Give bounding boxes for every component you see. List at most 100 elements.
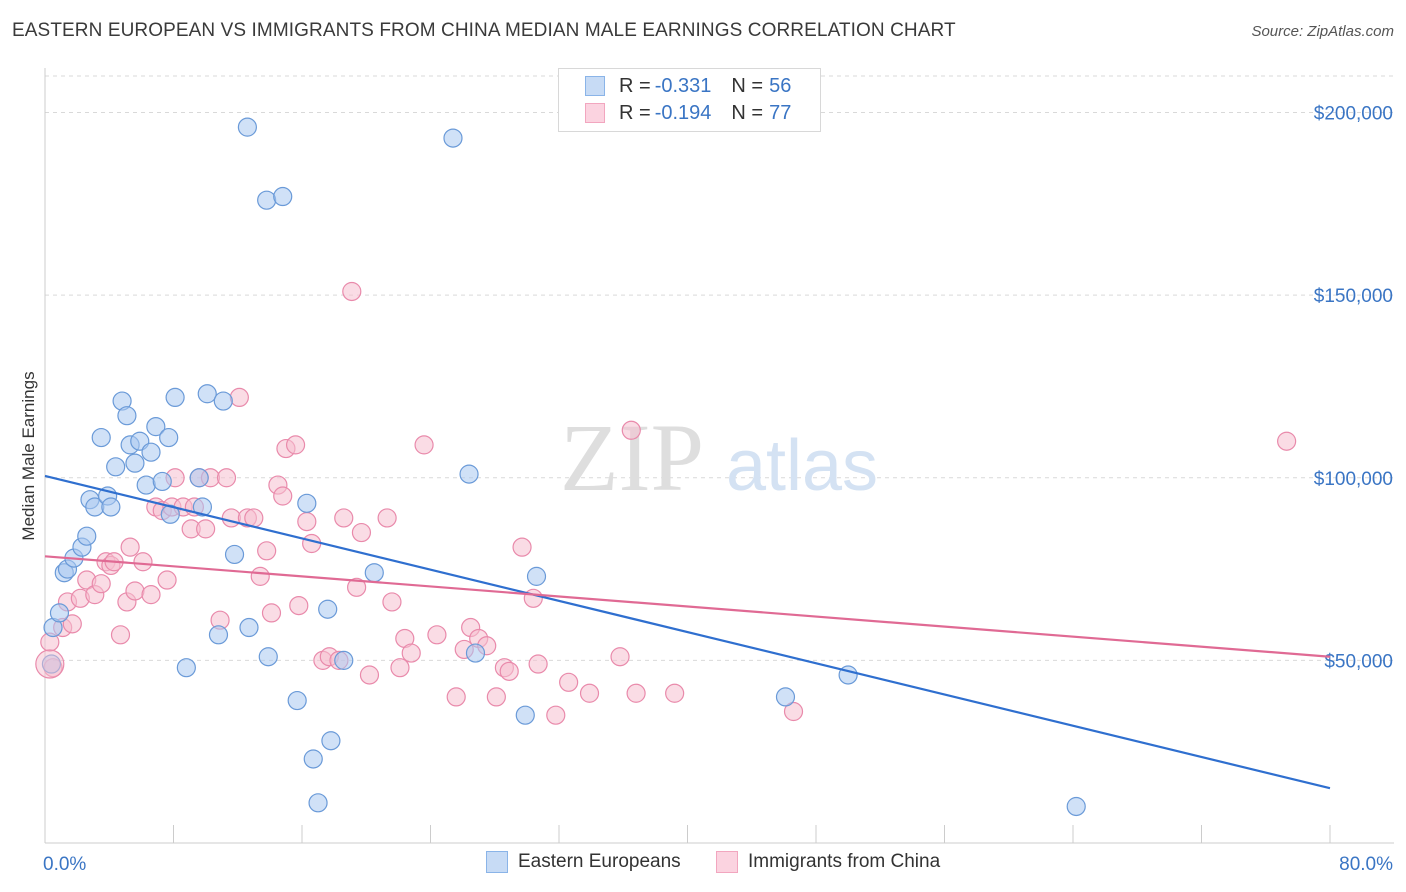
eastern-europeans-point	[1066, 796, 1086, 817]
immigrants-china-point	[512, 537, 532, 557]
immigrants-china-point	[528, 654, 548, 674]
legend-label: Immigrants from China	[748, 851, 941, 872]
x-tick-labels: 0.0% 80.0%	[43, 854, 1393, 875]
immigrants-china-point	[250, 566, 270, 586]
eastern-europeans-point	[515, 705, 535, 725]
immigrants-china-point	[446, 687, 466, 707]
legend-swatch-blue	[486, 851, 508, 873]
eastern-europeans-point	[258, 647, 278, 667]
immigrants-china-point	[427, 625, 447, 645]
eastern-europeans-point	[152, 471, 172, 492]
immigrants-china-point	[486, 687, 506, 707]
eastern-europeans-point	[237, 117, 257, 137]
immigrants-china-point	[665, 683, 685, 703]
legend-swatch-pink	[585, 103, 605, 123]
immigrants-china-point	[297, 511, 317, 532]
eastern-europeans-point	[49, 603, 70, 623]
source-label: Source: ZipAtlas.com	[1251, 23, 1394, 40]
eastern-europeans-point	[106, 457, 126, 477]
n-label: N =	[731, 74, 764, 97]
immigrants-china-point	[120, 537, 140, 557]
immigrants-china-point	[157, 570, 177, 590]
eastern-europeans-point	[465, 643, 486, 663]
y-tick-label: $200,000	[1314, 104, 1393, 125]
eastern-europeans-point	[775, 687, 796, 707]
immigrants-china-point	[390, 658, 410, 678]
eastern-europeans-point	[176, 658, 196, 678]
correlation-legend: R = -0.331 N = 56 R = -0.194 N = 77	[558, 68, 821, 132]
legend-row-eastern-europeans: R = -0.331 N = 56	[585, 73, 791, 99]
series-legend: Eastern Europeans Immigrants from China	[0, 851, 1406, 879]
eastern-europeans-point	[443, 128, 463, 148]
immigrants-china-point	[216, 468, 237, 488]
eastern-europeans-point	[101, 497, 121, 517]
immigrants-china-point	[546, 705, 566, 725]
legend-item-eastern-europeans: Eastern Europeans	[486, 851, 681, 873]
r-value: -0.331	[654, 74, 712, 97]
immigrants-china-point	[35, 649, 65, 679]
trend-lines	[44, 474, 1331, 790]
eastern-europeans-point	[146, 417, 166, 437]
watermark-zip: ZIP	[560, 404, 704, 511]
immigrants-china-point	[257, 541, 277, 561]
immigrants-china-point	[351, 522, 372, 543]
immigrants-china-point	[273, 486, 293, 506]
chart-title: EASTERN EUROPEAN VS IMMIGRANTS FROM CHIN…	[12, 20, 956, 41]
eastern-europeans-point	[526, 566, 547, 586]
immigrants-china-point	[342, 281, 362, 302]
eastern-europeans-point	[224, 544, 245, 565]
eastern-europeans-point	[197, 384, 217, 404]
eastern-europeans-point	[77, 526, 97, 546]
immigrants-china-point	[621, 420, 641, 440]
immigrants-china-point	[133, 552, 153, 572]
immigrants-china-point	[261, 603, 282, 623]
immigrants-china-point	[783, 701, 804, 722]
eastern-europeans-point	[213, 391, 233, 411]
immigrants-china-point	[499, 661, 519, 681]
eastern-europeans-point	[273, 186, 293, 207]
eastern-europeans-point	[136, 475, 156, 495]
eastern-europeans-trend-line	[44, 474, 1331, 790]
eastern-europeans-point	[334, 650, 354, 670]
immigrants-china-point	[377, 508, 397, 528]
legend-item-immigrants-china: Immigrants from China	[716, 851, 940, 873]
immigrants-china-point	[401, 643, 421, 663]
immigrants-china-point	[302, 533, 322, 554]
r-value: -0.194	[654, 101, 712, 124]
x-tick-label: 80.0%	[1339, 854, 1393, 875]
eastern-europeans-point	[125, 453, 145, 473]
n-value: 56	[769, 74, 792, 97]
eastern-europeans-point	[287, 690, 307, 711]
watermark-atlas: atlas	[726, 426, 878, 506]
immigrants-china-point	[559, 672, 579, 692]
immigrants-china-point	[334, 508, 354, 528]
immigrants-china-point	[196, 519, 216, 539]
eastern-europeans-point	[321, 731, 341, 751]
r-label: R =	[619, 101, 651, 124]
immigrants-china-point	[125, 581, 145, 601]
legend-swatch-pink	[716, 851, 738, 873]
immigrants-china-point	[414, 435, 434, 455]
y-axis-label: Median Male Earnings	[19, 371, 38, 540]
eastern-europeans-point	[239, 617, 259, 638]
eastern-europeans-point	[91, 427, 111, 448]
immigrants-china-point	[382, 592, 402, 612]
immigrants-china-point	[229, 387, 249, 408]
x-tick-label: 0.0%	[43, 854, 86, 875]
eastern-europeans-point	[189, 468, 209, 488]
eastern-europeans-point	[318, 599, 338, 619]
eastern-europeans-point	[208, 625, 229, 645]
immigrants-china-point	[1277, 431, 1297, 451]
immigrants-china-point	[91, 574, 111, 594]
immigrants-china-trend-line	[44, 555, 1331, 658]
immigrants-china-point	[285, 435, 306, 455]
axes	[44, 68, 1394, 844]
y-tick-label: $100,000	[1314, 469, 1393, 490]
legend-label: Eastern Europeans	[518, 851, 681, 872]
r-label: R =	[619, 74, 651, 97]
eastern-europeans-point	[303, 749, 323, 769]
eastern-europeans-point	[297, 493, 317, 513]
immigrants-china-point	[579, 683, 600, 703]
eastern-europeans-point	[159, 427, 179, 448]
